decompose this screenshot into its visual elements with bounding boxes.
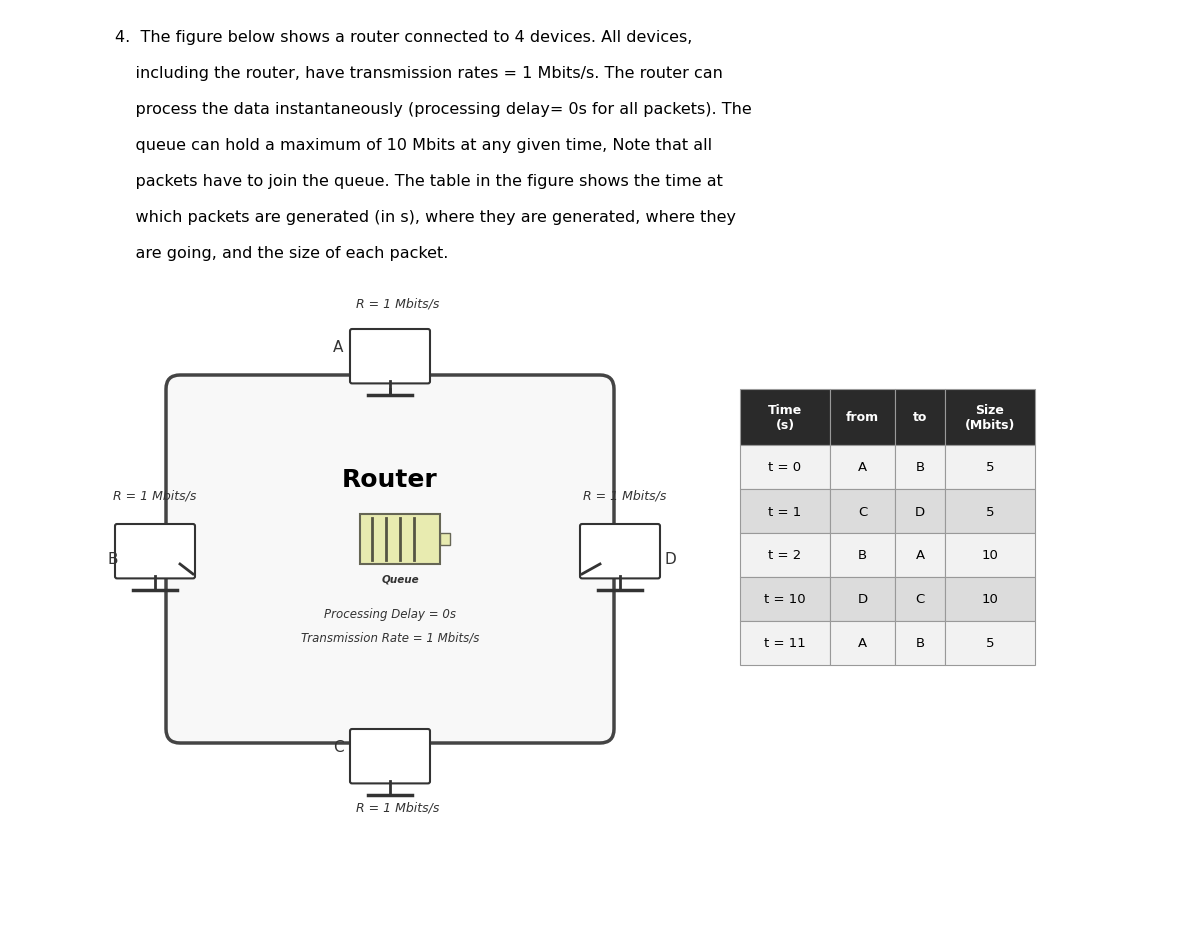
Bar bbox=[895, 446, 946, 489]
Bar bbox=[946, 578, 1034, 621]
FancyBboxPatch shape bbox=[166, 375, 614, 743]
Text: D: D bbox=[858, 593, 868, 606]
Text: packets have to join the queue. The table in the figure shows the time at: packets have to join the queue. The tabl… bbox=[115, 174, 722, 189]
Text: A: A bbox=[858, 461, 868, 474]
Bar bbox=[895, 621, 946, 666]
Text: D: D bbox=[914, 505, 925, 518]
Text: B: B bbox=[858, 549, 868, 562]
Text: queue can hold a maximum of 10 Mbits at any given time, Note that all: queue can hold a maximum of 10 Mbits at … bbox=[115, 138, 712, 153]
Bar bbox=[740, 446, 830, 489]
Text: 5: 5 bbox=[985, 505, 995, 518]
Text: t = 11: t = 11 bbox=[764, 637, 806, 650]
Text: process the data instantaneously (processing delay= 0s for all packets). The: process the data instantaneously (proces… bbox=[115, 102, 751, 117]
Text: Processing Delay = 0s: Processing Delay = 0s bbox=[324, 608, 456, 621]
Bar bbox=[830, 446, 895, 489]
Bar bbox=[830, 389, 895, 446]
Bar bbox=[830, 489, 895, 533]
Text: D: D bbox=[664, 552, 676, 567]
Text: 4.  The figure below shows a router connected to 4 devices. All devices,: 4. The figure below shows a router conne… bbox=[115, 30, 692, 44]
Bar bbox=[830, 621, 895, 666]
Bar bbox=[946, 489, 1034, 533]
Text: A: A bbox=[916, 549, 924, 562]
FancyBboxPatch shape bbox=[580, 525, 660, 578]
FancyBboxPatch shape bbox=[115, 525, 194, 578]
Text: A: A bbox=[332, 340, 343, 355]
Text: B: B bbox=[916, 461, 924, 474]
Text: R = 1 Mbits/s: R = 1 Mbits/s bbox=[583, 489, 667, 502]
Text: 5: 5 bbox=[985, 461, 995, 474]
Text: B: B bbox=[108, 552, 119, 567]
Bar bbox=[946, 389, 1034, 446]
Bar bbox=[440, 533, 450, 545]
Text: t = 2: t = 2 bbox=[768, 549, 802, 562]
Bar bbox=[740, 389, 830, 446]
Bar bbox=[830, 533, 895, 578]
Bar bbox=[895, 389, 946, 446]
Bar bbox=[360, 514, 440, 565]
Bar bbox=[830, 578, 895, 621]
Text: C: C bbox=[332, 740, 343, 755]
Text: 5: 5 bbox=[985, 637, 995, 650]
Text: B: B bbox=[916, 637, 924, 650]
Text: from: from bbox=[846, 411, 880, 424]
Bar bbox=[895, 578, 946, 621]
Text: Queue: Queue bbox=[382, 575, 419, 584]
Text: to: to bbox=[913, 411, 928, 424]
Text: are going, and the size of each packet.: are going, and the size of each packet. bbox=[115, 246, 449, 260]
Text: Transmission Rate = 1 Mbits/s: Transmission Rate = 1 Mbits/s bbox=[301, 630, 479, 644]
Bar bbox=[740, 489, 830, 533]
FancyBboxPatch shape bbox=[350, 330, 430, 384]
Text: Size
(Mbits): Size (Mbits) bbox=[965, 403, 1015, 432]
Text: C: C bbox=[858, 505, 868, 518]
Bar bbox=[946, 533, 1034, 578]
Text: t = 1: t = 1 bbox=[768, 505, 802, 518]
Text: R = 1 Mbits/s: R = 1 Mbits/s bbox=[356, 298, 439, 311]
Bar bbox=[895, 489, 946, 533]
Text: A: A bbox=[858, 637, 868, 650]
Text: 10: 10 bbox=[982, 549, 998, 562]
Bar bbox=[740, 533, 830, 578]
FancyBboxPatch shape bbox=[350, 730, 430, 783]
Text: 10: 10 bbox=[982, 593, 998, 606]
Bar bbox=[895, 533, 946, 578]
Text: t = 10: t = 10 bbox=[764, 593, 806, 606]
Bar bbox=[946, 621, 1034, 666]
Text: C: C bbox=[916, 593, 925, 606]
Text: t = 0: t = 0 bbox=[768, 461, 802, 474]
Bar bbox=[946, 446, 1034, 489]
Text: which packets are generated (in s), where they are generated, where they: which packets are generated (in s), wher… bbox=[115, 210, 736, 224]
Text: R = 1 Mbits/s: R = 1 Mbits/s bbox=[356, 801, 439, 814]
Text: including the router, have transmission rates = 1 Mbits/s. The router can: including the router, have transmission … bbox=[115, 66, 722, 81]
Text: R = 1 Mbits/s: R = 1 Mbits/s bbox=[113, 489, 197, 502]
Bar bbox=[740, 578, 830, 621]
Text: Time
(s): Time (s) bbox=[768, 403, 802, 432]
Bar bbox=[740, 621, 830, 666]
Text: Router: Router bbox=[342, 467, 438, 491]
